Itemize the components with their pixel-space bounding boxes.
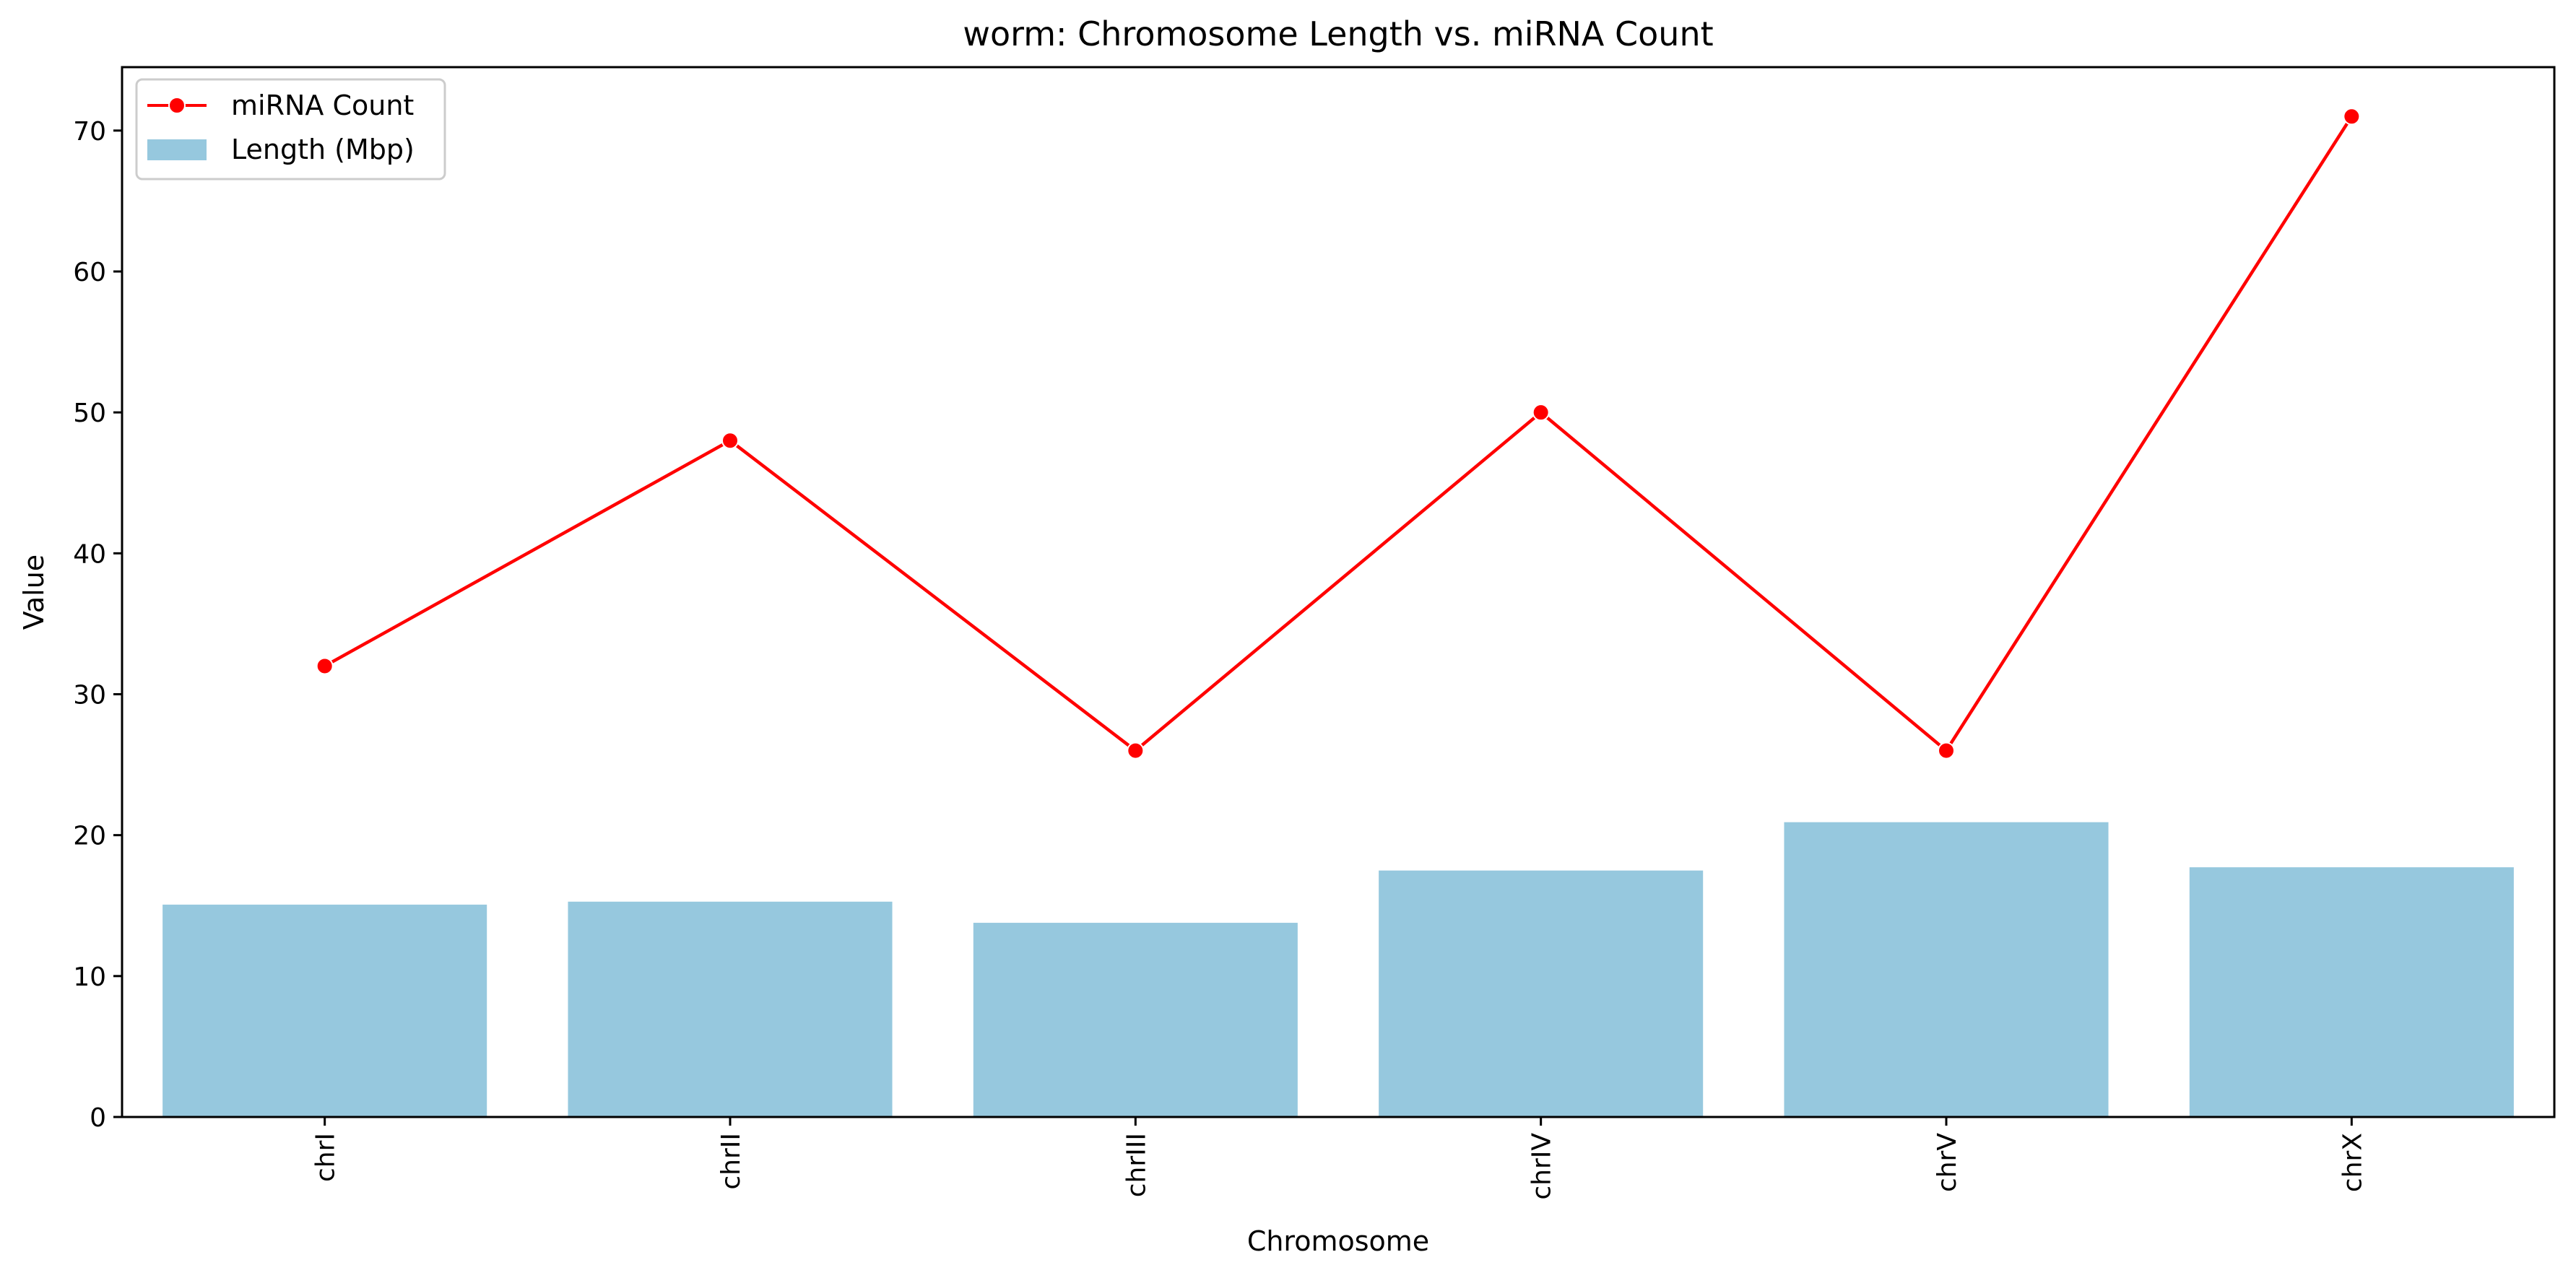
bar-group [162, 822, 2514, 1117]
x-tick-label: chrV [1933, 1133, 1962, 1192]
x-tick-label: chrIV [1527, 1133, 1557, 1200]
y-tick-label: 70 [73, 117, 106, 147]
y-tick-label: 10 [73, 962, 106, 992]
plot-frame [121, 66, 2556, 1118]
y-tick-label: 50 [73, 399, 106, 428]
legend-line-marker [168, 97, 186, 114]
point-chrI [316, 657, 334, 675]
x-tick-label: chrI [311, 1133, 341, 1182]
bar-chrIV [1379, 870, 1704, 1117]
line-series-layer [316, 108, 2361, 760]
x-tick-label: chrX [2338, 1133, 2367, 1192]
bar-chrI [162, 904, 487, 1117]
legend-label-bar: Length (Mbp) [231, 134, 415, 165]
x-tick-label: chrIII [1122, 1133, 1151, 1197]
x-axis: chrI chrII chrIII chrIV chrV chrX [311, 1117, 2367, 1200]
y-axis-label: Value [18, 555, 50, 630]
plot-area [121, 66, 2556, 1118]
legend-box [135, 78, 446, 181]
legend: miRNA Count Length (Mbp) [135, 78, 446, 181]
y-tick-label: 30 [73, 680, 106, 710]
y-tick-label: 0 [90, 1103, 106, 1133]
y-tick-label: 40 [73, 539, 106, 569]
bar-chrII [568, 901, 893, 1117]
bar-chrIII [973, 923, 1298, 1117]
point-chrX [2343, 108, 2361, 126]
legend-label-line: miRNA Count [231, 90, 414, 121]
x-tick-label: chrII [716, 1133, 746, 1190]
bar-chrV [1784, 822, 2109, 1117]
y-tick-label: 60 [73, 258, 106, 287]
point-chrII [721, 432, 739, 450]
bar-chrX [2189, 867, 2514, 1117]
legend-bar-swatch [147, 139, 207, 160]
x-axis-label: Chromosome [1247, 1225, 1429, 1257]
y-tick-label: 20 [73, 822, 106, 851]
point-chrIII [1127, 742, 1145, 760]
point-chrIV [1532, 404, 1550, 422]
line-series-mirna-count [324, 116, 2354, 753]
chart-title: worm: Chromosome Length vs. miRNA Count [963, 14, 1713, 53]
y-axis: 0 10 20 30 40 50 60 70 [73, 117, 122, 1133]
point-chrV [1938, 742, 1955, 760]
